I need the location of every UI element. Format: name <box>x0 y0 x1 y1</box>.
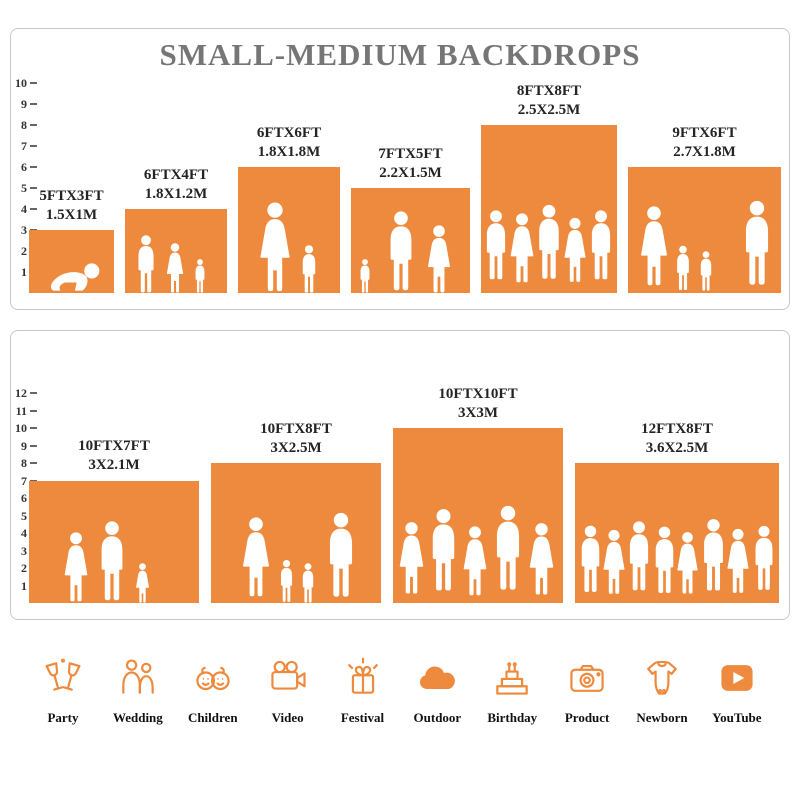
family-silhouette <box>360 211 450 293</box>
video-icon <box>270 660 306 690</box>
backdrop-size-label: 8FTX8FT 2.5X2.5M <box>516 82 582 118</box>
ruler-number: 9 <box>13 96 37 112</box>
ruler-number: 1 <box>13 264 37 280</box>
ruler-top: 1 2 3 4 5 6 7 8 9 10 <box>11 29 37 309</box>
ruler-number: 3 <box>13 543 37 559</box>
ruler-number: 7 <box>13 473 37 489</box>
group-silhouette <box>399 505 554 596</box>
backdrop-rect <box>238 167 340 293</box>
backdrop-size-label: 12FTX8FT 3.6X2.5M <box>641 420 713 456</box>
ruler-number: 5 <box>13 180 37 196</box>
ruler-number: 8 <box>13 455 37 471</box>
ruler-number: 8 <box>13 117 37 133</box>
mother-child-silhouette <box>260 202 316 293</box>
backdrop-block-5x3: 5FTX3FT 1.5X1M <box>29 187 114 293</box>
category-festival: Festival <box>330 656 396 726</box>
backdrop-rect <box>575 463 779 603</box>
product-icon <box>570 664 604 692</box>
panel-large: 1 2 3 4 5 6 7 8 9 10 11 12 10FTX7FT 3X2.1M 10FTX8FT… <box>10 330 790 620</box>
backdrop-block-12x8: 12FTX8FT 3.6X2.5M <box>575 420 779 603</box>
baby-silhouette <box>50 263 99 291</box>
backdrop-block-10x10: 10FTX10FT 3X3M <box>393 385 563 603</box>
ruler-number: 4 <box>13 525 37 541</box>
category-label: Newborn <box>636 710 688 725</box>
panel-small-medium: SMALL-MEDIUM BACKDROPS 1 2 3 4 5 6 7 8 9 10 5FTX3… <box>10 28 790 310</box>
page-title: SMALL-MEDIUM BACKDROPS <box>159 37 641 72</box>
category-label: Wedding <box>112 710 163 725</box>
group-silhouette <box>486 204 611 283</box>
ruler-number: 5 <box>13 508 37 524</box>
ruler-number: 4 <box>13 201 37 217</box>
category-label: Product <box>564 710 610 725</box>
birthday-icon <box>496 662 529 695</box>
category-birthday: Birthday <box>479 656 545 726</box>
category-newborn: Newborn <box>629 656 695 726</box>
category-label: Outdoor <box>413 710 462 725</box>
family-silhouette <box>243 512 353 603</box>
backdrop-block-8x8: 8FTX8FT 2.5X2.5M <box>481 82 617 293</box>
backdrop-size-label: 6FTX6FT 1.8X1.8M <box>256 124 322 160</box>
backdrop-block-6x6: 6FTX6FT 1.8X1.8M <box>238 124 340 293</box>
backdrop-block-6x4: 6FTX4FT 1.8X1.2M <box>125 166 227 293</box>
category-label: Party <box>47 710 79 725</box>
newborn-icon <box>647 660 677 695</box>
backdrop-rect <box>125 209 227 293</box>
backdrop-block-10x8: 10FTX8FT 3X2.5M <box>211 420 381 603</box>
backdrop-rect <box>29 480 199 603</box>
wedding-icon <box>122 659 154 694</box>
backdrop-size-label: 10FTX7FT 3X2.1M <box>78 438 150 474</box>
category-product: Product <box>554 656 620 726</box>
family-silhouette <box>640 200 768 291</box>
backdrop-size-label: 5FTX3FT 1.5X1M <box>39 187 104 223</box>
ruler-number: 1 <box>13 578 37 594</box>
party-icon <box>45 658 81 691</box>
category-youtube: YouTube <box>704 656 770 726</box>
ruler-number: 6 <box>13 159 37 175</box>
backdrop-size-label: 7FTX5FT 2.2X1.5M <box>378 145 443 181</box>
category-label: Video <box>271 710 304 725</box>
backdrop-rect <box>29 230 114 293</box>
category-wedding: Wedding <box>105 656 171 726</box>
ruler-number: 9 <box>13 438 37 454</box>
category-label: Children <box>187 710 238 725</box>
ruler-number: 3 <box>13 222 37 238</box>
category-label: Birthday <box>487 710 538 725</box>
category-children: Children <box>180 656 246 726</box>
category-outdoor: Outdoor <box>404 656 470 726</box>
category-party: Party <box>30 656 96 726</box>
ruler-number: 12 <box>15 386 37 400</box>
festival-icon <box>347 657 378 694</box>
outdoor-icon <box>420 666 456 690</box>
family-silhouette <box>64 521 149 603</box>
ruler-number: 11 <box>13 403 37 419</box>
backdrop-rect <box>628 167 781 293</box>
backdrop-size-label: 6FTX4FT 1.8X1.2M <box>143 166 209 202</box>
category-row: Party Wedding Children Vi <box>10 656 790 726</box>
category-label: Festival <box>340 710 385 725</box>
backdrop-rect <box>481 125 617 293</box>
backdrop-size-label: 9FTX6FT 2.7X1.8M <box>672 124 737 160</box>
ruler-number: 2 <box>13 243 37 259</box>
backdrop-size-label: 10FTX8FT 3X2.5M <box>260 420 332 456</box>
ruler-number: 2 <box>13 560 37 576</box>
backdrop-size-label: 10FTX10FT 3X3M <box>438 385 518 421</box>
ruler-bottom: 1 2 3 4 5 6 7 8 9 10 11 12 <box>11 331 37 619</box>
category-video: Video <box>255 656 321 726</box>
backdrop-block-7x5: 7FTX5FT 2.2X1.5M <box>351 145 470 293</box>
backdrop-rect <box>393 428 563 603</box>
ruler-number: 7 <box>13 138 37 154</box>
ruler-number: 6 <box>13 490 37 506</box>
ruler-number: 10 <box>15 76 37 90</box>
backdrop-block-10x7: 10FTX7FT 3X2.1M <box>29 437 199 603</box>
backdrop-rect <box>351 188 470 293</box>
backdrop-block-9x6: 9FTX6FT 2.7X1.8M <box>628 124 781 293</box>
youtube-icon <box>721 665 753 691</box>
ruler-number: 10 <box>15 421 37 435</box>
category-label: YouTube <box>712 710 762 725</box>
family-silhouette <box>138 235 205 293</box>
crowd-silhouette <box>581 519 773 594</box>
children-icon <box>196 666 230 691</box>
backdrop-rect <box>211 463 381 603</box>
